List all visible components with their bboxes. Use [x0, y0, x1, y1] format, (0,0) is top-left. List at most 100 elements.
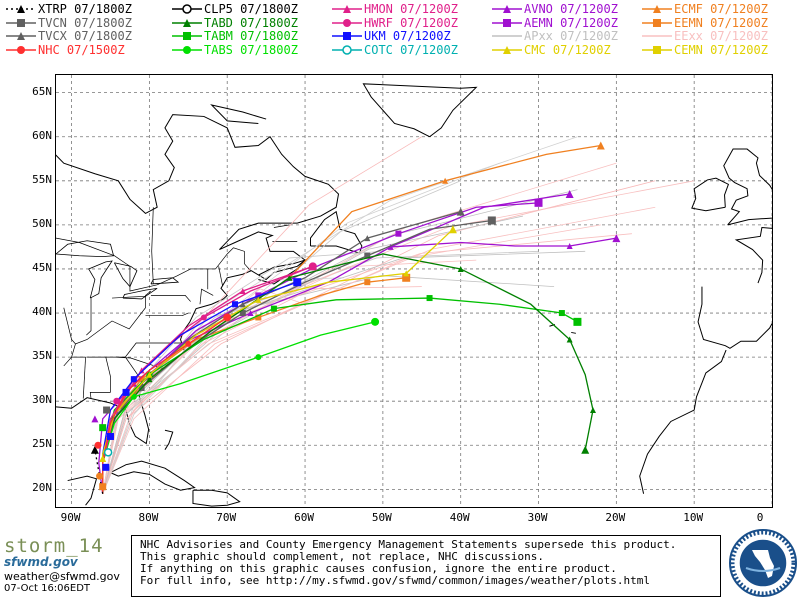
branding: storm_14 sfwmd.gov weather@sfwmd.gov 07-… [4, 535, 130, 594]
legend-swatch-icon [6, 5, 36, 13]
sfwmd-seal-logo [728, 528, 798, 598]
legend-entry: TABD 07/1800Z [170, 16, 298, 30]
legend-label: ECMF 07/1200Z [674, 2, 768, 16]
track-point-marker [200, 314, 207, 321]
graticule [56, 75, 772, 507]
political-borders [56, 207, 298, 399]
track-map [55, 74, 773, 508]
track-point-marker [138, 367, 145, 374]
legend-entry: TVCN 07/1800Z [4, 16, 132, 30]
track-cmc [102, 225, 457, 494]
legend-label: HWRF 07/1200Z [364, 15, 458, 30]
track-endpoint-marker [612, 234, 621, 243]
timestamp: 07-Oct 16:06EDT [4, 583, 91, 594]
legend-entry: EExx 07/1200Z [640, 29, 768, 43]
track-point-marker [426, 295, 433, 302]
legend-label: CLP5 07/1800Z [204, 2, 298, 16]
longitude-label: 70W [216, 511, 237, 524]
legend-entry: ECMF 07/1200Z [640, 2, 768, 16]
legend-swatch-icon [172, 18, 202, 27]
disclaimer-box: NHC Advisories and County Emergency Mana… [131, 535, 721, 597]
cluster-marker [102, 463, 110, 471]
legend-entry: TABM 07/1800Z [170, 29, 298, 43]
legend-swatch-icon [332, 44, 362, 55]
legend-label: COTC 07/1200Z [364, 42, 458, 57]
track-point-marker [185, 340, 192, 347]
legend-entry: AEMN 07/1200Z [490, 16, 618, 30]
ensemble-tracks [102, 136, 695, 494]
legend-label: HMON 07/1200Z [364, 2, 458, 16]
cluster-marker [103, 448, 113, 457]
longitude-label: 50W [371, 511, 392, 524]
legend-label: CEMN 07/1200Z [674, 42, 768, 57]
legend-entry: CEMN 07/1200Z [640, 43, 768, 57]
cluster-marker [99, 424, 107, 432]
brand-site: sfwmd.gov [4, 555, 78, 569]
latitude-label: 40N [32, 305, 52, 319]
legend-entry: TVCX 07/1800Z [4, 29, 132, 43]
track-point-marker [566, 336, 573, 343]
map-canvas [56, 75, 772, 507]
cluster-marker [106, 432, 114, 440]
legend-entry: CMC 07/1200Z [490, 43, 611, 57]
disclaimer-line: For full info, see http://my.sfwmd.gov/s… [140, 574, 650, 587]
longitude-label: 10W [683, 511, 704, 524]
cluster-marker [99, 455, 107, 463]
cluster-marker [96, 472, 104, 480]
model-tracks [90, 141, 621, 494]
track-point-marker [364, 279, 371, 286]
cluster-marker [94, 441, 102, 449]
track-endpoint-marker [487, 216, 496, 225]
legend-label: CMC 07/1200Z [524, 42, 611, 57]
track-endpoint-marker [448, 225, 457, 234]
track-endpoint-marker [371, 317, 380, 326]
cluster-marker [99, 483, 107, 491]
track-point-marker [364, 252, 371, 259]
track-endpoint-marker [573, 317, 582, 326]
track-point-marker [364, 235, 371, 242]
legend-swatch-icon [642, 45, 672, 54]
legend-swatch-icon [642, 5, 672, 13]
track-endpoint-marker [534, 198, 543, 207]
track-point-marker [232, 301, 238, 308]
track-point-marker [255, 314, 262, 321]
legend-swatch-icon [492, 5, 522, 13]
latitude-label: 30N [32, 393, 52, 407]
track-point-marker [239, 301, 246, 308]
legend-label: EEMN 07/1200Z [674, 15, 768, 30]
legend-swatch-icon [642, 18, 672, 27]
legend-swatch-icon [332, 5, 362, 13]
legend-label: TABS 07/1800Z [204, 42, 298, 57]
legend-swatch-icon [6, 18, 36, 27]
track-point-marker [255, 354, 262, 361]
track-endpoint-marker [565, 190, 574, 199]
legend-label: TVCX 07/1800Z [38, 29, 132, 43]
track-point-marker [566, 243, 573, 250]
disclaimer-line: If anything on this graphic causes confu… [140, 562, 617, 575]
legend-entry: NHC 07/1500Z [4, 43, 125, 57]
legend-entry: COTC 07/1200Z [330, 43, 458, 57]
legend-label: TABM 07/1800Z [204, 29, 298, 43]
track-point-marker [286, 274, 293, 281]
legend-swatch-icon [172, 4, 202, 14]
legend-label: AEMN 07/1200Z [524, 15, 618, 30]
track-endpoint-marker [90, 445, 99, 454]
latitude-label: 25N [32, 437, 52, 451]
disclaimer-line: NHC Advisories and County Emergency Mana… [140, 538, 677, 551]
track-point-marker [130, 376, 137, 383]
brand-name: storm_14 [4, 535, 104, 557]
track-endpoint-marker [456, 207, 465, 216]
longitude-label: 30W [527, 511, 548, 524]
latitude-label: 60N [32, 128, 52, 142]
legend-label: NHC 07/1500Z [38, 42, 125, 57]
legend-swatch-icon [642, 35, 672, 37]
track-tabm [102, 295, 582, 494]
legend-swatch-icon [492, 18, 522, 27]
track-point-marker [130, 393, 137, 400]
track-point-marker [146, 371, 153, 378]
legend-swatch-icon [332, 18, 362, 27]
legend-entry: EEMN 07/1200Z [640, 16, 768, 30]
track-point-marker [255, 296, 262, 303]
track-point-marker [138, 376, 145, 383]
legend-entry: HWRF 07/1200Z [330, 16, 458, 30]
